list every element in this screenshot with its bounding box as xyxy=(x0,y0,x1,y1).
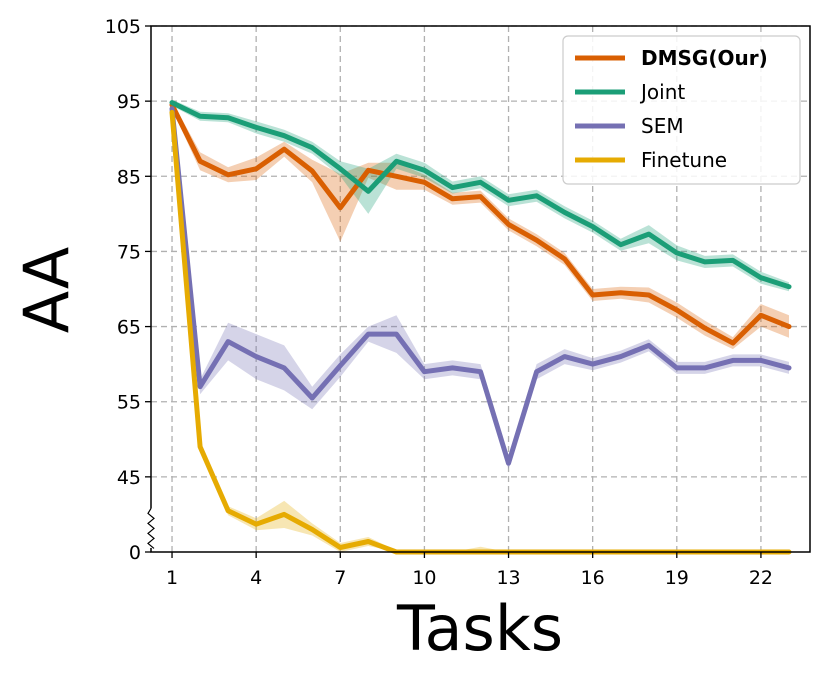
y-axis-ticks: 0 45 55 65 75 85 95 105 xyxy=(105,16,151,564)
grid-lines xyxy=(151,25,810,552)
y-tick-label: 55 xyxy=(117,392,141,414)
y-axis-title: AA xyxy=(10,247,83,334)
legend-box xyxy=(562,35,801,185)
x-axis-title: Tasks xyxy=(396,592,563,665)
line-sem xyxy=(169,106,792,466)
axis-break-mask xyxy=(149,508,153,548)
y-tick-label: 85 xyxy=(117,166,141,188)
legend-label: Finetune xyxy=(641,148,727,172)
x-tick-label: 19 xyxy=(665,567,689,589)
legend: DMSG(Our) Joint SEM Finetune xyxy=(562,35,801,185)
axis-break-marker xyxy=(147,508,155,549)
x-tick-label: 22 xyxy=(749,567,773,589)
x-tick-label: 7 xyxy=(334,567,346,589)
x-tick-label: 10 xyxy=(412,567,436,589)
y-tick-label: 0 xyxy=(129,542,141,564)
x-axis-ticks: 1 4 7 10 13 16 19 22 xyxy=(166,552,773,589)
legend-label: Joint xyxy=(639,80,685,104)
legend-label: SEM xyxy=(641,114,684,138)
x-tick-label: 13 xyxy=(496,567,520,589)
band-dmsg-our- xyxy=(172,101,789,350)
series-lines xyxy=(169,100,792,555)
x-tick-label: 4 xyxy=(250,567,262,589)
x-tick-label: 16 xyxy=(581,567,605,589)
y-tick-label: 65 xyxy=(117,317,141,339)
band-joint xyxy=(172,99,789,292)
axes xyxy=(147,25,811,553)
legend-label: DMSG(Our) xyxy=(641,46,768,70)
y-tick-label: 75 xyxy=(117,241,141,263)
y-tick-label: 95 xyxy=(117,91,141,113)
line-joint xyxy=(169,100,792,290)
line-dmsg-our- xyxy=(169,102,792,346)
x-tick-label: 1 xyxy=(166,567,178,589)
plot-frame xyxy=(150,25,811,553)
y-tick-label: 45 xyxy=(117,467,141,489)
y-tick-label: 105 xyxy=(105,16,141,38)
